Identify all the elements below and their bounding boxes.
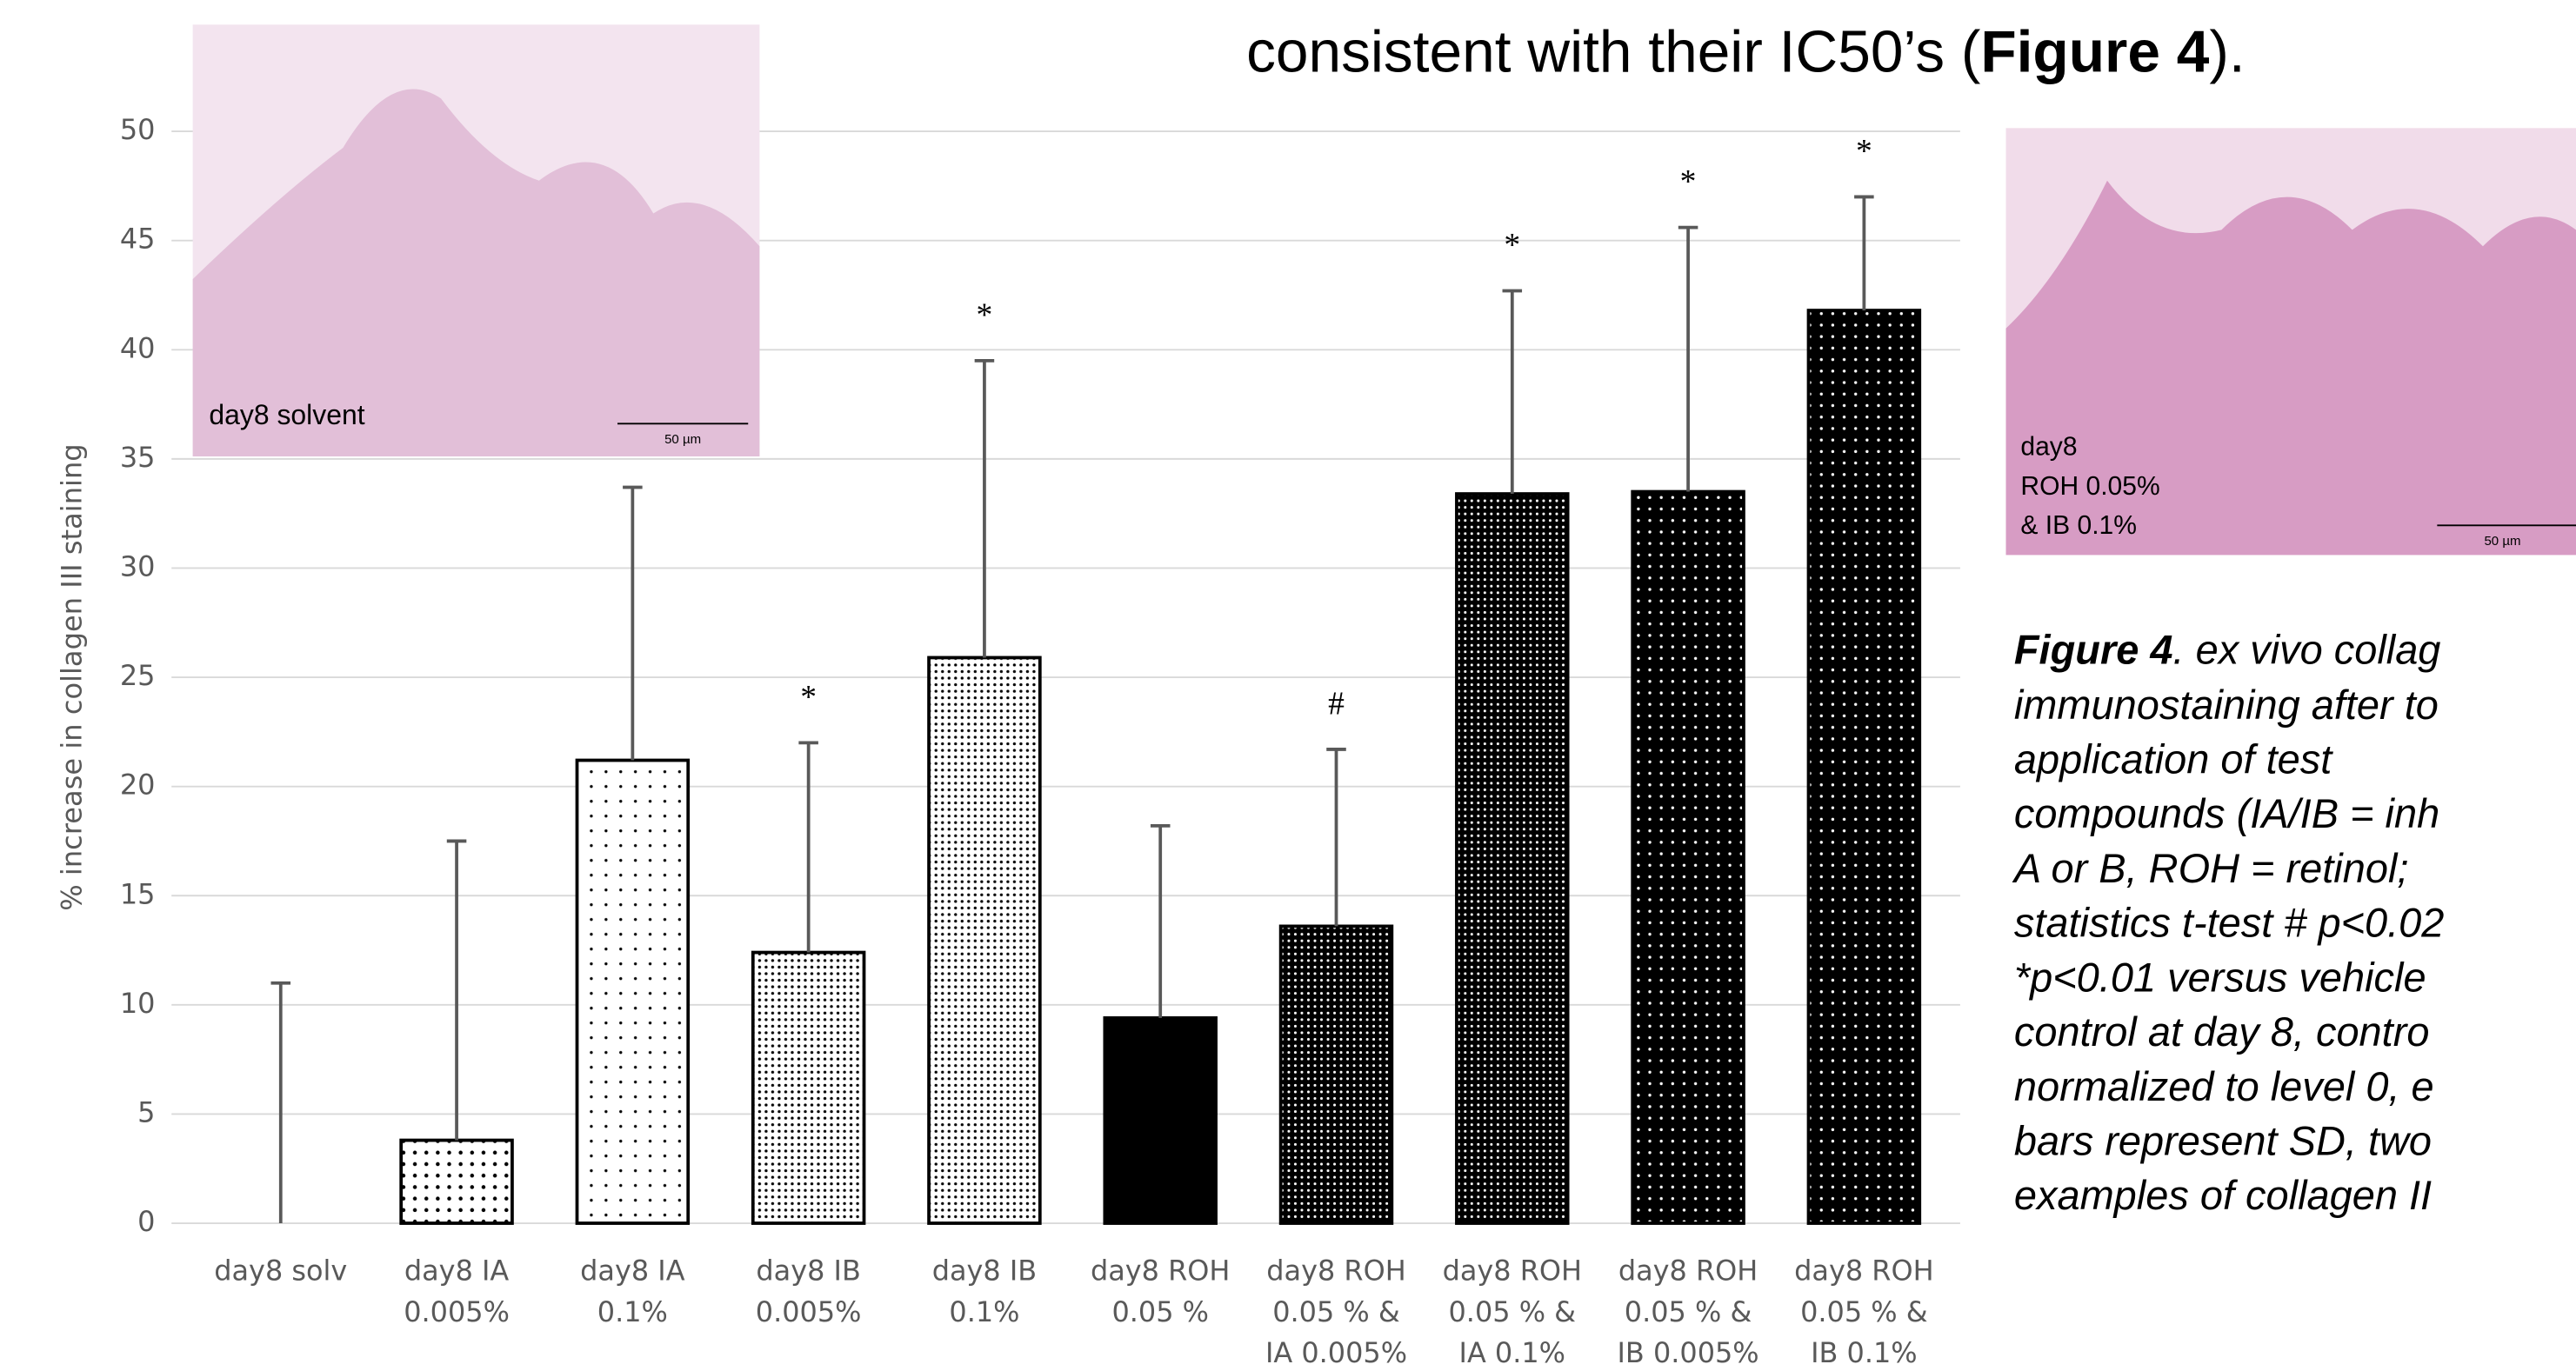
bar [1457, 494, 1568, 1223]
y-tick-label: 20 [120, 769, 156, 802]
heading-text: ). [2209, 19, 2245, 84]
x-tick-label: day8 ROH [1443, 1255, 1582, 1288]
y-tick-label: 5 [137, 1095, 155, 1128]
x-tick-label: 0.05 % [1111, 1295, 1209, 1328]
x-tick-label: day8 IA [580, 1255, 684, 1288]
caption-line: examples of collagen II [2014, 1172, 2432, 1218]
bar [1632, 492, 1744, 1223]
y-tick-label: 50 [120, 113, 156, 146]
x-tick-label: day8 ROH [1794, 1255, 1933, 1288]
inset-label: day8 [2020, 432, 2077, 461]
y-tick-label: 40 [120, 331, 156, 364]
x-tick-label: 0.1% [597, 1295, 668, 1328]
bar [1104, 1018, 1216, 1223]
bar [929, 657, 1040, 1223]
x-tick-label: IB 0.1% [1811, 1336, 1918, 1369]
x-tick-label: 0.05 % & [1625, 1295, 1752, 1328]
x-tick-label: IA 0.1% [1459, 1336, 1565, 1369]
caption-line: normalized to level 0, e [2014, 1063, 2434, 1109]
bar [577, 761, 688, 1224]
x-tick-label: day8 ROH [1091, 1255, 1230, 1288]
heading: consistent with their IC50’s (Figure 4). [1246, 19, 2246, 84]
caption-line: compounds (IA/IB = inh [2014, 790, 2439, 836]
inset-label: day8 solvent [209, 399, 364, 430]
x-tick-label: 0.05 % & [1449, 1295, 1577, 1328]
significance-marker: * [1680, 163, 1697, 200]
inset-label: & IB 0.1% [2020, 511, 2137, 540]
x-tick-label: IB 0.005% [1618, 1336, 1759, 1369]
x-tick-label: day8 ROH [1618, 1255, 1758, 1288]
heading-bold: Figure 4 [1980, 19, 2209, 84]
significance-marker: * [1856, 133, 1872, 170]
significance-marker: # [1328, 685, 1345, 722]
y-tick-label: 35 [120, 441, 156, 474]
page: {"chart_data": {"type": "bar", "y_label"… [0, 0, 2576, 1371]
heading-text: consistent with their IC50’s ( [1246, 19, 1981, 84]
x-tick-label: day8 solv [214, 1255, 347, 1288]
x-tick-label: 0.05 % & [1800, 1295, 1928, 1328]
y-tick-label: 10 [120, 987, 156, 1020]
x-tick-label: day8 ROH [1266, 1255, 1405, 1288]
inset-label: ROH 0.05% [2020, 472, 2159, 501]
caption-line: statistics t-test # p<0.02 [2014, 900, 2445, 946]
bar [753, 953, 864, 1223]
x-tick-label: day8 IB [932, 1255, 1037, 1288]
significance-marker: * [800, 679, 817, 715]
x-tick-label: day8 IB [756, 1255, 860, 1288]
y-tick-label: 30 [120, 549, 156, 582]
caption-line: Figure 4. ex vivo collag [2014, 627, 2441, 673]
caption-line: control at day 8, contro [2014, 1008, 2430, 1055]
x-tick-label: IA 0.005% [1265, 1336, 1407, 1369]
scale-label: 50 µm [2484, 534, 2520, 549]
caption: Figure 4. ex vivo collag immunostaining a… [2012, 627, 2444, 1218]
y-tick-label: 15 [120, 877, 156, 910]
significance-marker: * [1504, 227, 1520, 263]
caption-line: application of test [2014, 735, 2333, 782]
x-tick-label: 0.005% [404, 1295, 510, 1328]
caption-line: A or B, ROH = retinol; [2012, 845, 2409, 891]
x-tick-label: day8 IA [404, 1255, 509, 1288]
caption-line: *p<0.01 versus vehicle [2014, 954, 2426, 1000]
caption-line: bars represent SD, two [2014, 1117, 2432, 1163]
chart: 0 5 10 15 20 25 30 35 40 45 50 % increase in collag… [0, 0, 2576, 1371]
y-axis-title: % increase in collagen III staining [56, 443, 89, 910]
y-tick-label: 0 [137, 1205, 155, 1238]
y-tick-label: 45 [120, 223, 156, 256]
y-tick-label: 25 [120, 659, 156, 692]
x-tick-label: 0.1% [949, 1295, 1019, 1328]
x-tick-label: 0.05 % & [1272, 1295, 1400, 1328]
bar [401, 1141, 512, 1223]
caption-line: immunostaining after to [2014, 682, 2439, 728]
caption-label: Figure 4 [2014, 627, 2173, 673]
scale-label: 50 µm [664, 432, 701, 447]
bar [1809, 310, 1920, 1223]
significance-marker: * [977, 296, 993, 333]
bar [1281, 926, 1392, 1223]
x-tick-label: 0.005% [756, 1295, 862, 1328]
caption-text: . ex vivo collag [2173, 627, 2441, 673]
